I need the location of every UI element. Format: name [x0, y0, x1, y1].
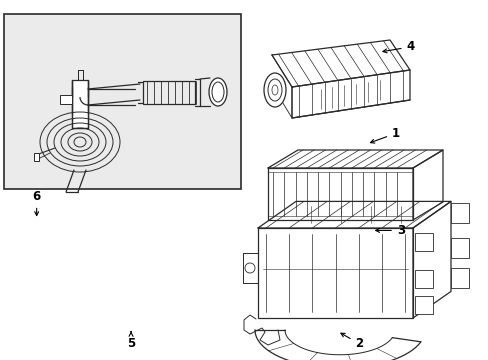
Text: 1: 1 — [370, 127, 399, 143]
Bar — [414, 270, 432, 288]
Bar — [414, 296, 432, 314]
Ellipse shape — [264, 73, 285, 107]
Bar — [258, 228, 412, 318]
Polygon shape — [258, 201, 450, 228]
Bar — [34, 153, 39, 161]
Polygon shape — [412, 201, 450, 318]
Bar — [450, 203, 468, 224]
Bar — [450, 269, 468, 288]
Text: 2: 2 — [340, 333, 363, 350]
Bar — [60, 95, 72, 104]
Ellipse shape — [208, 78, 226, 106]
Text: 4: 4 — [382, 40, 414, 53]
Circle shape — [244, 263, 254, 273]
Polygon shape — [291, 70, 409, 118]
Polygon shape — [267, 150, 442, 168]
Bar — [72, 80, 88, 128]
Text: 6: 6 — [33, 190, 41, 216]
Text: 5: 5 — [127, 332, 135, 350]
Bar — [450, 238, 468, 258]
Bar — [4, 14, 241, 189]
Text: 3: 3 — [375, 224, 404, 237]
Polygon shape — [412, 150, 442, 220]
Bar — [414, 233, 432, 251]
Polygon shape — [271, 40, 409, 87]
Bar — [267, 168, 412, 220]
